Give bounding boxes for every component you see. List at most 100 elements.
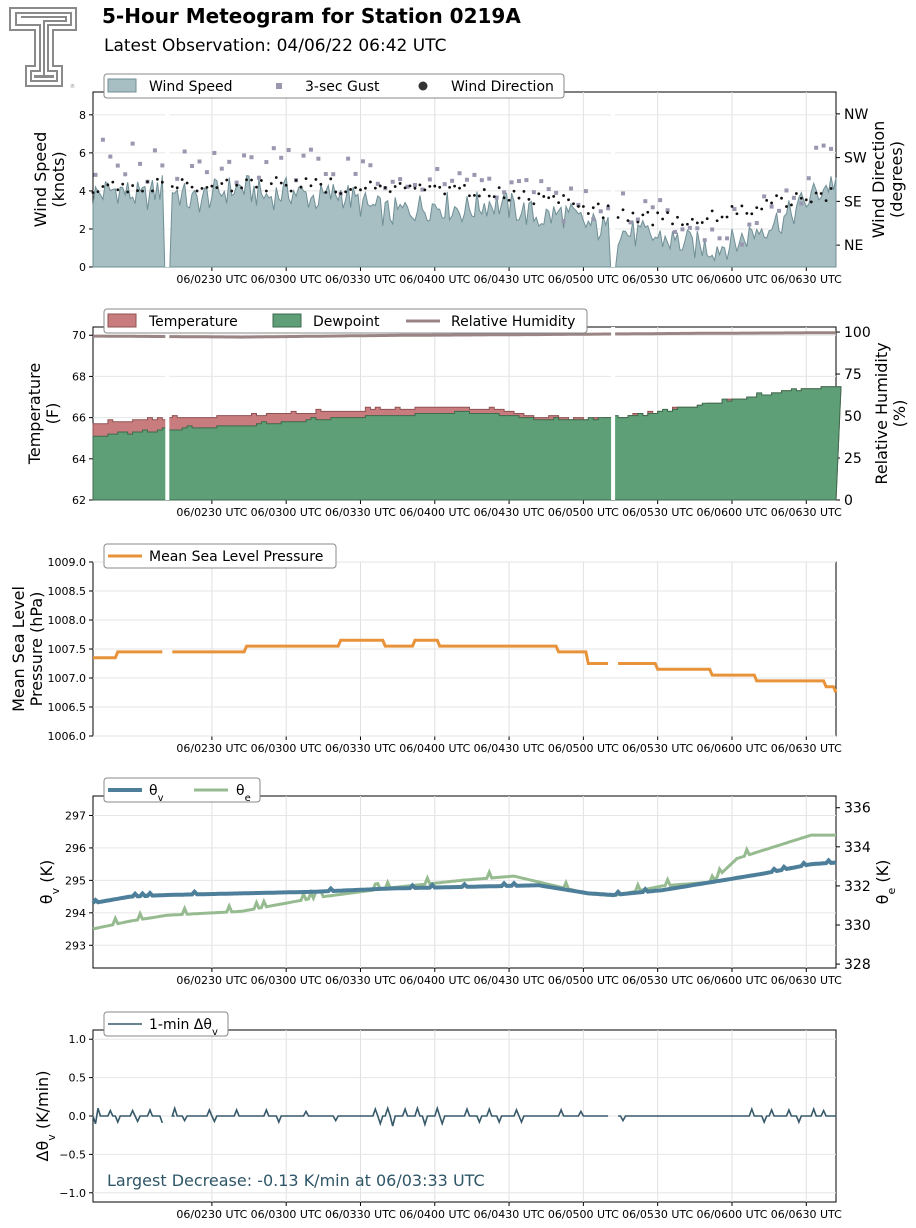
wind-direction-marker [443,192,447,196]
gust-marker [138,161,143,166]
gust-marker [204,170,209,175]
theta-ytick-label: 296 [65,842,86,855]
pressure-ytick-label: 1006.0 [48,730,87,743]
wind-direction-marker [656,211,660,215]
wind-direction-marker [255,185,258,189]
temperature-ytick-right-label: 100 [844,325,871,341]
gust-marker [368,163,373,168]
dtheta-ytick-label: 0.0 [69,1110,87,1123]
wind-direction-marker [458,186,461,190]
wind-direction-marker [641,213,645,217]
wind-direction-marker [393,185,397,188]
wind-direction-marker [245,178,248,182]
wind-direction-marker [299,185,303,189]
gust-marker [100,137,105,142]
wind-direction-marker [686,222,689,226]
wind-direction-marker [294,178,298,182]
gust-marker [182,149,187,154]
gust-marker [271,146,276,151]
svg-text:®: ® [70,83,75,90]
gust-marker [346,156,351,161]
theta-xtick-label: 06/0530 UTC [622,974,693,987]
wind-direction-marker [760,207,764,211]
temperature-ytick-right-label: 0 [844,493,853,509]
gust-marker [234,180,239,185]
wind-direction-marker [631,211,635,215]
pressure-ytick-label: 1009.0 [48,556,87,569]
temperature-ytick-label: 70 [72,329,86,342]
wind-direction-marker [141,189,144,193]
theta-plot-frame [92,795,837,969]
legend-label: 1-min Δθv [149,1017,218,1038]
theta-ytick-right-label: 334 [844,840,871,856]
theta-xtick-label: 06/0300 UTC [251,974,322,987]
wind-direction-marker [235,183,239,187]
wind-direction-marker [264,189,268,193]
dtheta-ytick-label: 1.0 [69,1033,87,1046]
gust-marker [420,187,425,192]
wind-direction-marker [790,203,793,207]
gust-marker [509,180,514,185]
wind-direction-marker [780,196,783,200]
theta-ylabel-right: θe (K) [873,860,898,905]
temperature-xtick-label: 06/0400 UTC [399,506,470,519]
theta-legend-box [103,777,261,803]
wind-direction-marker [364,186,367,190]
dtheta-xtick-label: 06/0400 UTC [399,1208,470,1221]
temperature-xtick-label: 06/0430 UTC [474,506,545,519]
gust-marker [331,172,336,177]
wind-direction-marker [770,201,774,205]
gust-marker [316,156,321,161]
gust-marker [160,163,165,168]
gust-marker [717,236,722,241]
dewpoint-area [92,386,842,501]
university-logo: ® [8,6,80,90]
largest-decrease-annotation: Largest Decrease: -0.13 K/min at 06/03:3… [107,1171,485,1190]
wind-direction-marker [116,188,120,192]
temperature-xtick-label: 06/0300 UTC [251,506,322,519]
gust-marker [658,198,663,203]
pressure-legend-box [103,543,337,569]
theta-v-line [91,857,837,905]
legend-swatch [418,81,428,91]
wind-direction-marker [468,194,471,198]
wind-direction-marker [225,178,229,182]
wind-direction-marker [160,180,164,184]
pressure-ylabel: Mean Sea LevelPressure (hPa) [9,586,46,712]
legend-swatch [107,313,137,328]
gust-marker [769,204,774,209]
wind-ylabel-right: Wind Direction(degrees) [869,121,906,239]
wind-direction-marker [131,184,135,187]
gust-marker [710,227,715,232]
gust-marker [591,217,596,222]
theta-legend: θv θe [103,777,261,804]
gust-marker [219,166,224,171]
wind-direction-marker [755,206,759,209]
wind-direction-marker [106,183,110,187]
wind-direction-marker [91,191,95,194]
gust-marker [695,226,700,231]
wind-direction-marker [170,185,174,188]
theta-xtick-label: 06/0400 UTC [399,974,470,987]
wind-direction-marker [710,209,714,213]
theta-xtick-label: 06/0630 UTC [771,974,842,987]
dtheta-xtick-label: 06/0230 UTC [176,1208,247,1221]
panel-wind: 06/0230 UTC 06/0300 UTC 06/0330 UTC 06/0400… [31,73,906,286]
wind-direction-marker [794,192,798,195]
wind-xtick-label: 06/0400 UTC [399,273,470,286]
wind-direction-marker [309,184,313,188]
gust-marker [398,177,403,182]
wind-direction-marker [230,189,234,193]
gust-marker [130,141,135,146]
wind-direction-marker [126,190,130,194]
gust-marker [457,171,462,176]
gust-marker [301,153,306,158]
wind-direction-marker [477,194,481,198]
wind-direction-marker [750,212,754,216]
gust-marker [561,219,566,224]
gust-marker [264,160,269,165]
wind-direction-marker [507,198,511,202]
wind-direction-marker [334,190,338,194]
gust-marker [286,147,291,152]
